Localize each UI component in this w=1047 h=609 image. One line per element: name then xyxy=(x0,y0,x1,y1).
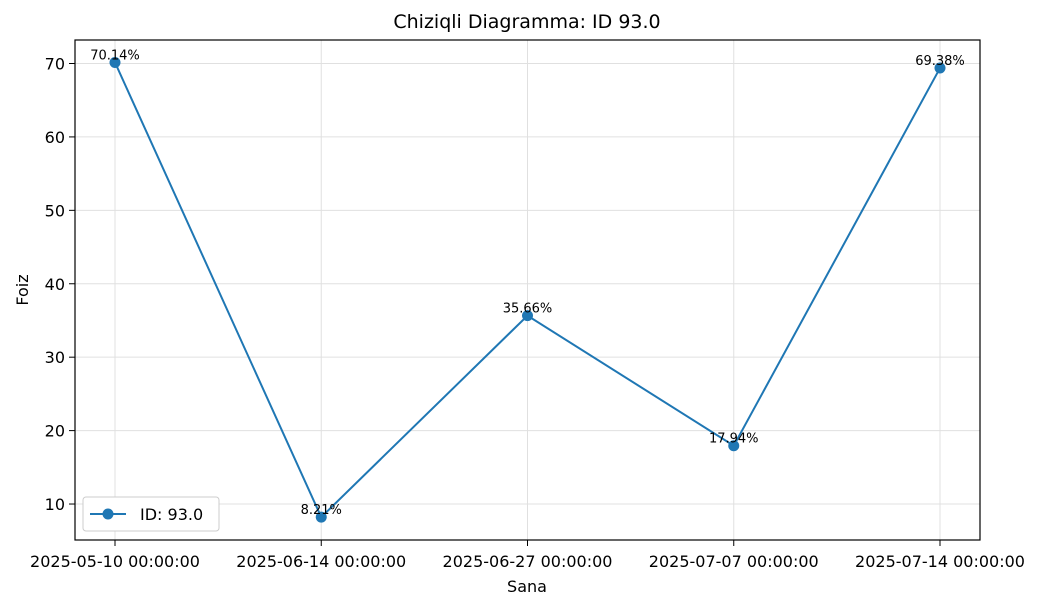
axis-ticks: 2025-05-10 00:00:00 2025-06-14 00:00:00 20… xyxy=(30,54,1025,571)
legend-label: ID: 93.0 xyxy=(140,505,203,524)
y-tick-label: 10 xyxy=(45,495,65,514)
y-tick-label: 70 xyxy=(45,54,65,73)
legend: ID: 93.0 xyxy=(82,496,220,532)
data-point xyxy=(934,62,946,74)
data-label: 70.14% xyxy=(90,48,140,63)
x-tick-label: 2025-07-07 00:00:00 xyxy=(649,552,819,571)
data-point xyxy=(109,56,121,68)
legend-marker xyxy=(102,508,114,520)
x-tick-label: 2025-05-10 00:00:00 xyxy=(30,552,200,571)
data-point xyxy=(728,440,740,452)
x-tick-label: 2025-07-14 00:00:00 xyxy=(855,552,1025,571)
data-labels: 70.14% 8.21% 35.66% 17.94% 69.38% xyxy=(90,48,965,518)
data-label: 69.38% xyxy=(915,54,965,69)
data-point xyxy=(522,310,533,322)
data-label: 35.66% xyxy=(503,302,553,317)
y-tick-label: 30 xyxy=(45,348,65,367)
x-tick-label: 2025-06-27 00:00:00 xyxy=(443,552,613,571)
y-tick-label: 40 xyxy=(45,275,65,294)
chart-title: Chiziqli Diagramma: ID 93.0 xyxy=(393,11,660,33)
y-axis-label: Foiz xyxy=(13,274,32,305)
y-tick-label: 50 xyxy=(45,201,65,220)
data-label: 17.94% xyxy=(709,432,759,447)
data-point xyxy=(315,511,327,523)
data-label: 8.21% xyxy=(301,503,342,518)
grid xyxy=(75,40,980,540)
legend-box xyxy=(82,496,220,532)
y-tick-label: 60 xyxy=(45,128,65,147)
x-tick-label: 2025-06-14 00:00:00 xyxy=(236,552,406,571)
series-layer xyxy=(109,56,946,523)
y-tick-label: 20 xyxy=(45,422,65,441)
x-axis-label: Sana xyxy=(507,577,547,596)
